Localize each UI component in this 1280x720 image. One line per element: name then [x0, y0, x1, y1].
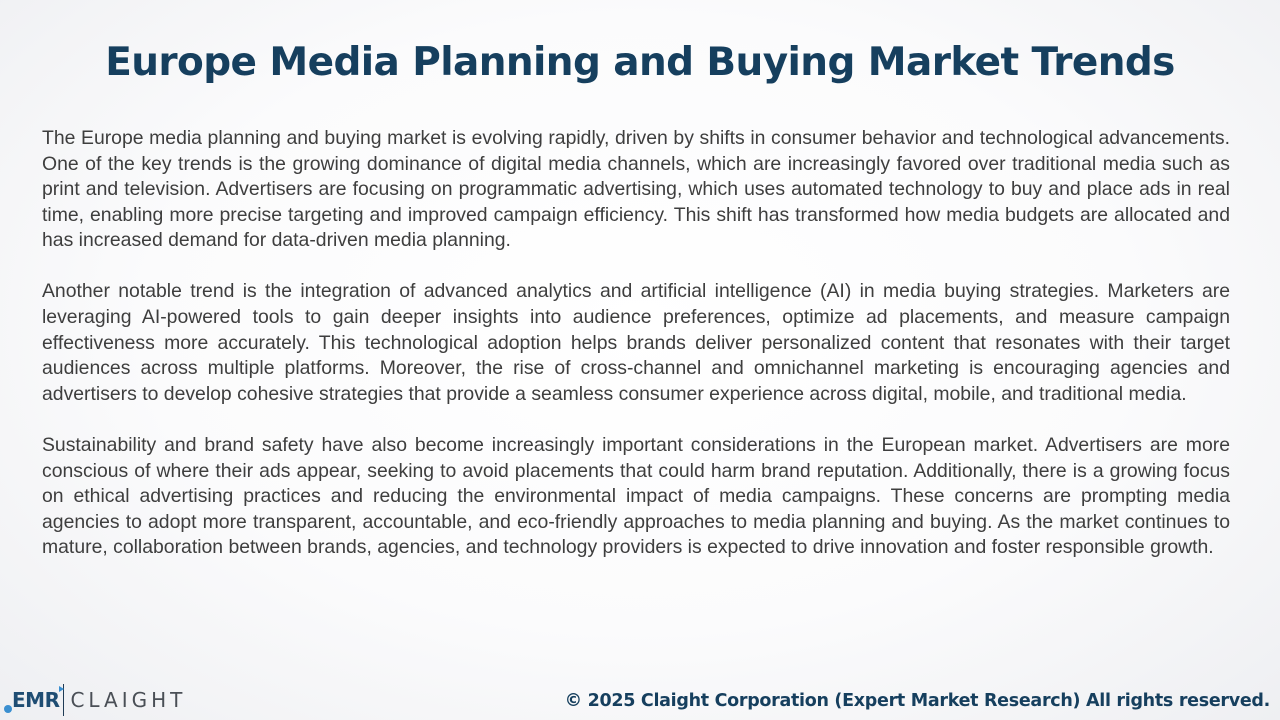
- logo-emr-text: EMR: [12, 688, 60, 712]
- paragraph-digital-trends: The Europe media planning and buying mar…: [42, 127, 1230, 252]
- logo-dot-icon: [4, 705, 12, 713]
- logo-emr: EMR: [4, 688, 60, 713]
- paragraph-ai-analytics: Another notable trend is the integration…: [42, 280, 1230, 405]
- logo-claight-text: CLAIGHT: [70, 688, 187, 712]
- page-title: Europe Media Planning and Buying Market …: [105, 40, 1175, 85]
- copyright-notice: © 2025 Claight Corporation (Expert Marke…: [564, 691, 1271, 711]
- paragraph-sustainability: Sustainability and brand safety have als…: [42, 433, 1230, 559]
- body-text: The Europe media planning and buying mar…: [42, 126, 1230, 586]
- emr-claight-logo: EMR CLAIGHT: [4, 682, 187, 718]
- logo-divider: [59, 684, 65, 716]
